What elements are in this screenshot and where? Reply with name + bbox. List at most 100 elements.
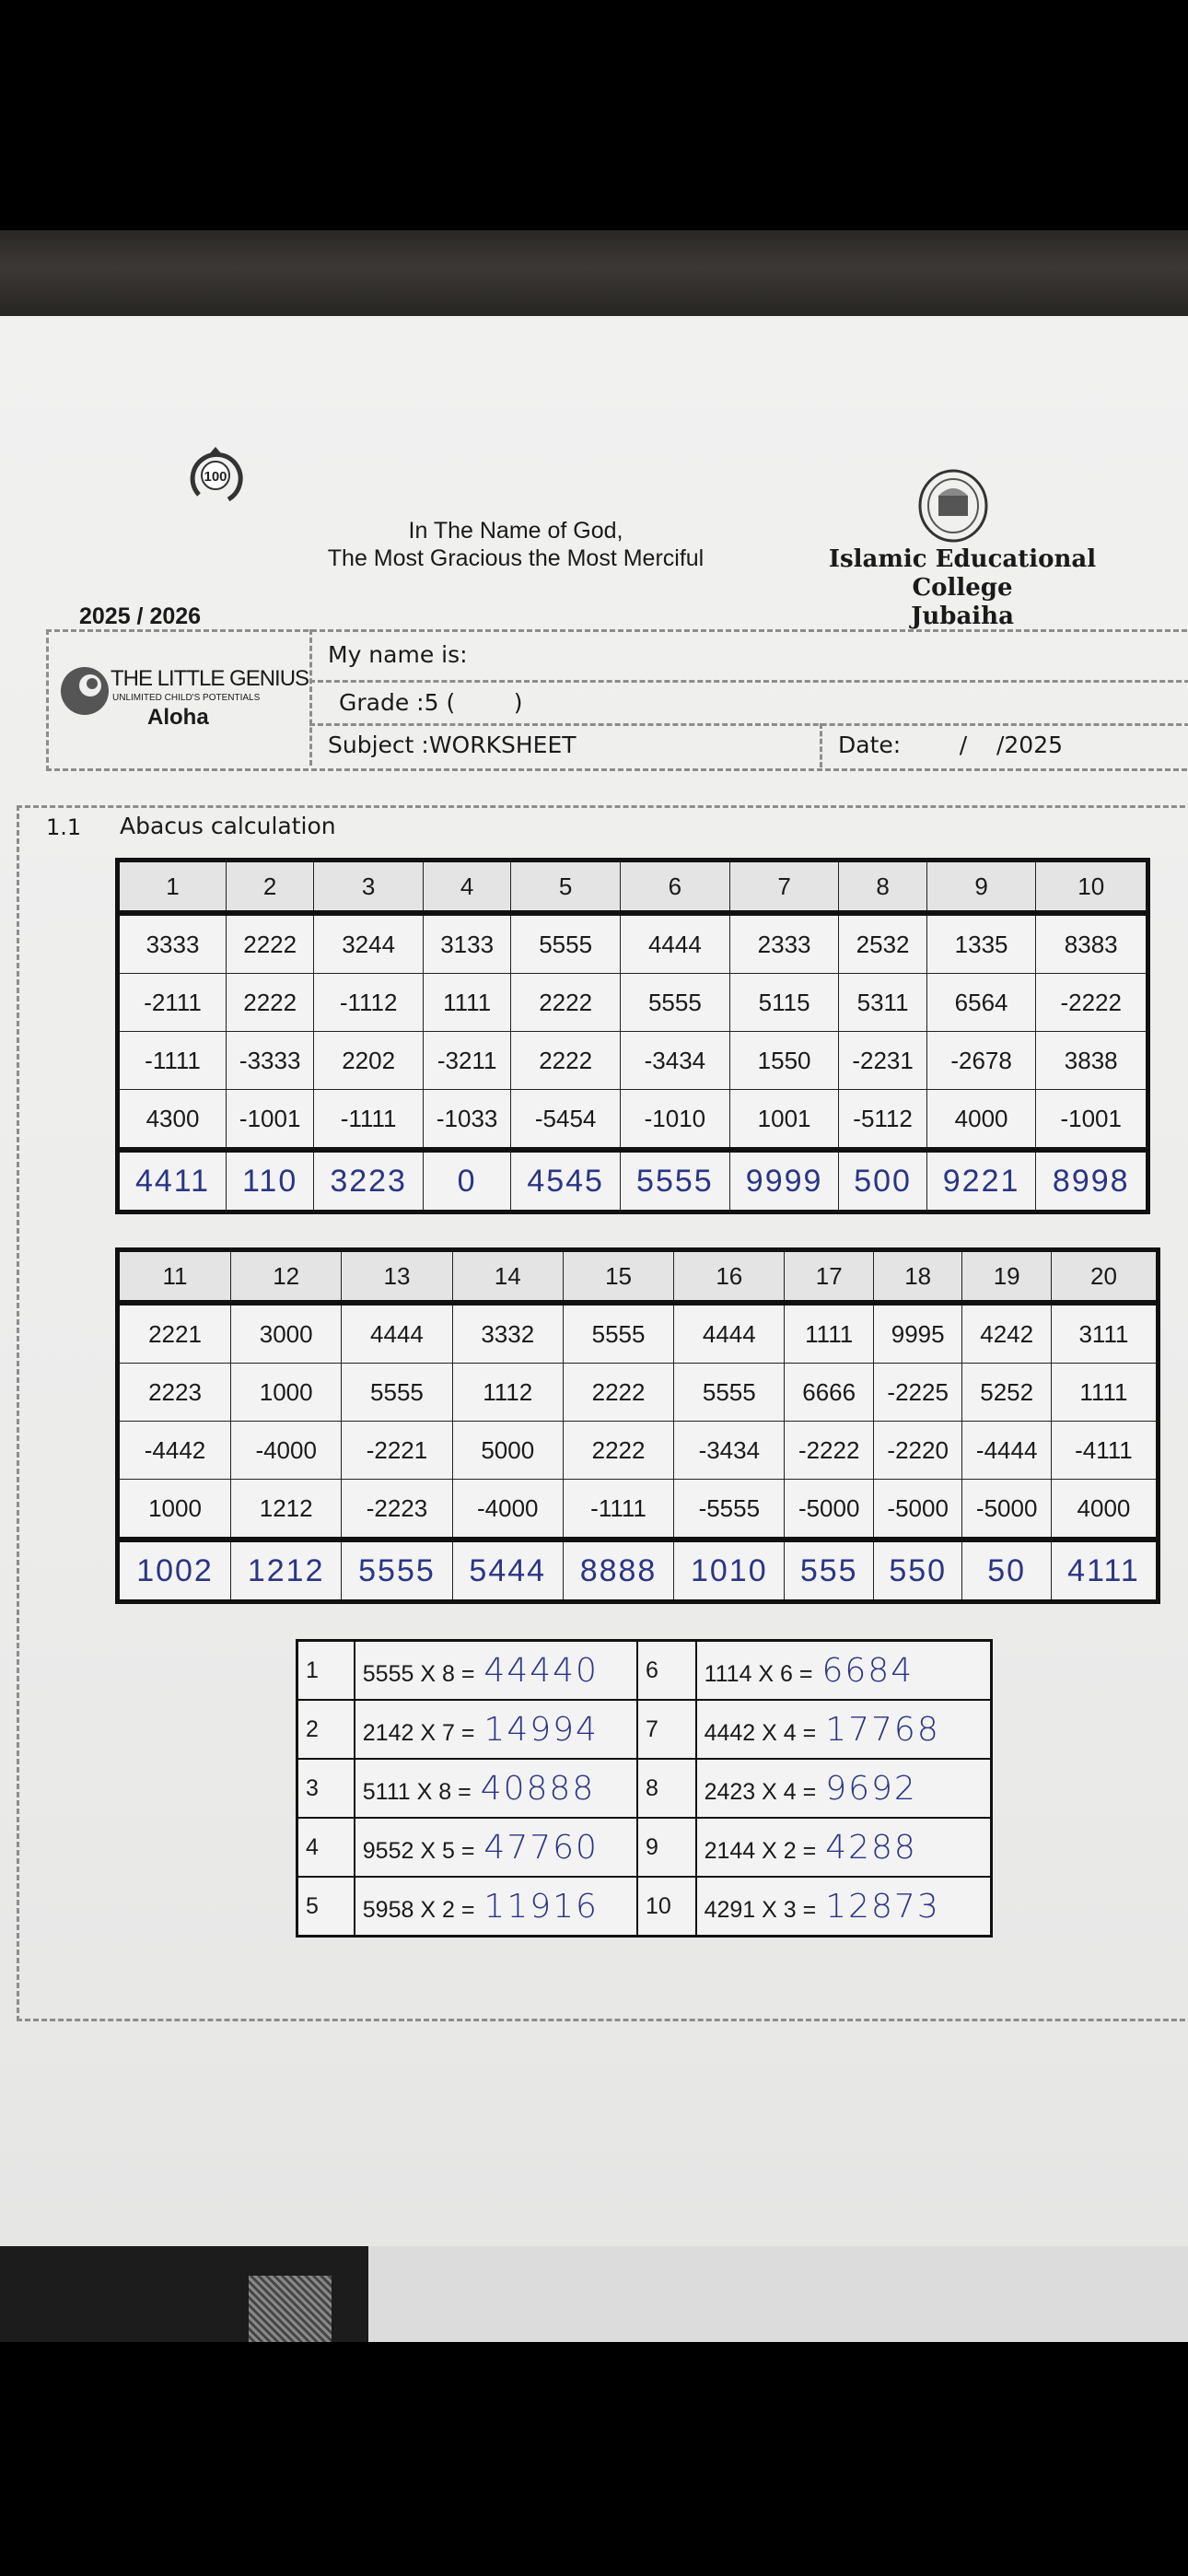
operand-cell: -4444 (961, 1421, 1052, 1480)
operand-cell: -2222 (784, 1421, 874, 1480)
multiplication-problem: 5111 X 8 = 40888 (353, 1758, 639, 1819)
school-seal (916, 468, 990, 544)
handwritten-answer[interactable]: 500 (838, 1147, 927, 1212)
date-field-label: Date: / /2025 (838, 732, 1064, 758)
handwritten-answer[interactable]: 14994 (483, 1710, 599, 1749)
handwritten-answer[interactable]: 110 (226, 1147, 315, 1212)
operand-cell: -2222 (1035, 973, 1148, 1032)
operand-cell: 2532 (838, 912, 927, 974)
handwritten-answer[interactable]: 47760 (483, 1828, 599, 1867)
operand-cell: 5555 (562, 1302, 675, 1364)
operand-cell: 5311 (838, 973, 927, 1032)
expression: 9552 X 5 = (362, 1837, 475, 1864)
handwritten-answer[interactable]: 4545 (510, 1147, 621, 1212)
divider (309, 723, 1188, 726)
operand-cell: 5555 (620, 973, 730, 1032)
handwritten-answer[interactable]: 9692 (825, 1769, 917, 1808)
handwritten-answer[interactable]: 4288 (825, 1828, 917, 1867)
problem-number: 9 (926, 860, 1037, 916)
operand-cell: 1111 (423, 973, 512, 1032)
operand-cell: 4000 (1050, 1479, 1159, 1540)
operand-cell: 3838 (1035, 1031, 1148, 1090)
operand-cell: -4000 (230, 1421, 343, 1480)
handwritten-answer[interactable]: 1002 (116, 1537, 232, 1602)
operand-cell: 5555 (673, 1363, 786, 1422)
answer-row: 4411 110 3223 0 4545 5555 9999 500 9221 8998 (116, 1147, 1148, 1212)
multiplication-problem: 9552 X 5 = 47760 (353, 1817, 639, 1878)
operand-cell: 1212 (230, 1479, 343, 1540)
operand-cell: -4442 (116, 1421, 232, 1480)
handwritten-answer[interactable]: 40888 (480, 1769, 596, 1808)
handwritten-answer[interactable]: 44440 (483, 1651, 599, 1690)
operand-cell: -1001 (226, 1089, 315, 1151)
multiplication-table: 1 5555 X 8 = 44440 6 1114 X 6 = 6684 2 2142 X 7… (296, 1639, 993, 1938)
operand-cell: 2221 (116, 1302, 232, 1364)
operand-cell: 4444 (673, 1302, 786, 1364)
problem-number: 2 (226, 860, 315, 916)
problem-number: 9 (636, 1817, 697, 1878)
handwritten-answer[interactable]: 5555 (341, 1537, 453, 1602)
section-title: Abacus calculation (120, 813, 336, 839)
school-name-line-3: Jubaiha (911, 603, 1014, 630)
operand-cell: -2111 (116, 973, 227, 1032)
operand-cell: -1033 (423, 1089, 512, 1151)
handwritten-answer[interactable]: 6684 (821, 1651, 914, 1690)
operand-cell: -5555 (673, 1479, 786, 1540)
expression: 5958 X 2 = (362, 1896, 475, 1923)
operand-cell: 2222 (510, 1031, 621, 1090)
brand-sub: Aloha (147, 705, 209, 730)
student-info-box (46, 629, 1188, 771)
operand-cell: -5112 (838, 1089, 927, 1151)
handwritten-answer[interactable]: 50 (961, 1537, 1052, 1602)
multiplication-problem: 5555 X 8 = 44440 (353, 1639, 639, 1701)
handwritten-answer[interactable]: 5444 (451, 1537, 564, 1602)
answer-row: 1002 1212 5555 5444 8888 1010 555 550 50 4111 (116, 1537, 1159, 1602)
expression: 4291 X 3 = (704, 1896, 817, 1923)
handwritten-answer[interactable]: 550 (872, 1537, 963, 1602)
expression: 1114 X 6 = (704, 1660, 813, 1687)
operand-cell: 2222 (510, 973, 621, 1032)
handwritten-answer[interactable]: 8998 (1035, 1147, 1148, 1212)
multiplication-problem: 2144 X 2 = 4288 (694, 1817, 993, 1878)
section-box (17, 805, 1188, 2021)
problem-number: 7 (728, 860, 840, 916)
operand-cell: 6564 (926, 973, 1037, 1032)
operand-cell: -5000 (961, 1479, 1052, 1540)
handwritten-answer[interactable]: 5555 (620, 1147, 730, 1212)
operand-cell: 2222 (226, 912, 315, 974)
expression: 5111 X 8 = (362, 1778, 472, 1805)
operand-cell: -2225 (872, 1363, 963, 1422)
handwritten-answer[interactable]: 9999 (728, 1147, 840, 1212)
handwritten-answer[interactable]: 3223 (313, 1147, 425, 1212)
operand-cell: -1112 (313, 973, 425, 1032)
handwritten-answer[interactable]: 8888 (562, 1537, 675, 1602)
operand-cell: 5252 (961, 1363, 1052, 1422)
handwritten-answer[interactable]: 4411 (116, 1147, 227, 1212)
handwritten-answer[interactable]: 555 (784, 1537, 874, 1602)
handwritten-answer[interactable]: 4111 (1050, 1537, 1159, 1602)
expression: 5555 X 8 = (362, 1660, 475, 1687)
operand-cell: -3211 (423, 1031, 512, 1090)
expression: 2144 X 2 = (704, 1837, 817, 1864)
problem-number: 8 (838, 860, 927, 916)
header-row: 1 2 3 4 5 6 7 8 9 10 (116, 860, 1148, 916)
handwritten-answer[interactable]: 1212 (230, 1537, 343, 1602)
problem-number: 19 (961, 1249, 1052, 1306)
handwritten-answer[interactable]: 9221 (926, 1147, 1037, 1212)
operand-cell: 5555 (510, 912, 621, 974)
operand-cell: 4444 (620, 912, 730, 974)
handwritten-answer[interactable]: 17768 (825, 1710, 940, 1749)
table-row: -4442 -4000 -2221 5000 2222 -3434 -2222 -2220 -4… (116, 1421, 1159, 1480)
operand-cell: 4300 (116, 1089, 227, 1151)
handwritten-answer[interactable]: 1010 (673, 1537, 786, 1602)
handwritten-answer[interactable]: 12873 (825, 1887, 940, 1926)
problem-number: 16 (673, 1249, 786, 1306)
problem-number: 4 (423, 860, 512, 916)
paper-underneath (368, 2246, 1188, 2342)
handwritten-answer[interactable]: 11916 (483, 1887, 599, 1926)
operand-cell: -5000 (872, 1479, 963, 1540)
operand-cell: -4111 (1050, 1421, 1159, 1480)
operand-cell: -1010 (620, 1089, 730, 1151)
operand-cell: 4000 (926, 1089, 1037, 1151)
handwritten-answer[interactable]: 0 (423, 1147, 512, 1212)
